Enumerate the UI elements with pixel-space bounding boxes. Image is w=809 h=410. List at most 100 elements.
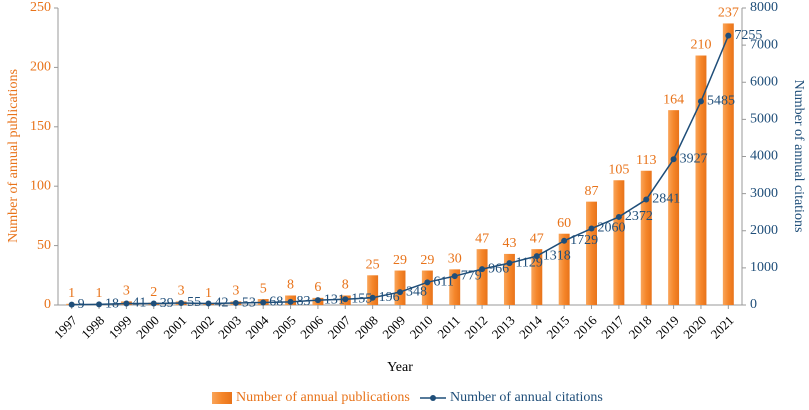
line-point bbox=[150, 300, 157, 307]
x-tick-label: 2005 bbox=[270, 313, 299, 342]
bar-label: 210 bbox=[690, 38, 711, 53]
bar-label: 29 bbox=[393, 253, 407, 268]
x-tick-label: 1997 bbox=[51, 312, 80, 341]
y-tick-label: 0 bbox=[44, 297, 51, 312]
point-label: 9 bbox=[78, 297, 85, 312]
bar-label: 5 bbox=[260, 281, 267, 296]
point-label: 7255 bbox=[734, 28, 762, 43]
bar-label: 105 bbox=[608, 162, 629, 177]
x-tick-label: 1999 bbox=[106, 313, 135, 342]
y2-tick-label: 0 bbox=[750, 297, 757, 312]
y2-tick-label: 1000 bbox=[750, 260, 778, 275]
bar-label: 87 bbox=[585, 184, 599, 199]
x-tick-label: 2008 bbox=[352, 313, 381, 342]
point-label: 611 bbox=[433, 275, 453, 290]
y-axis-label: Number of annual publications bbox=[6, 69, 21, 243]
point-label: 42 bbox=[214, 296, 228, 311]
legend-swatch bbox=[212, 392, 232, 404]
bar-label: 6 bbox=[314, 280, 321, 295]
bar-label: 1 bbox=[68, 286, 75, 301]
bar bbox=[558, 233, 570, 305]
bar-label: 30 bbox=[448, 252, 462, 267]
x-tick-label: 2017 bbox=[598, 312, 627, 341]
point-label: 41 bbox=[132, 296, 146, 311]
bar-label: 164 bbox=[663, 92, 684, 107]
y2-tick-label: 3000 bbox=[750, 186, 778, 201]
bar-label: 237 bbox=[718, 6, 739, 21]
x-tick-label: 2015 bbox=[543, 313, 572, 342]
bar-label: 47 bbox=[475, 231, 489, 246]
line-point bbox=[205, 300, 212, 307]
x-tick-label: 2003 bbox=[215, 313, 244, 342]
line-point bbox=[643, 196, 650, 203]
y2-tick-label: 5000 bbox=[750, 112, 778, 127]
point-label: 2841 bbox=[652, 192, 680, 207]
point-label: 779 bbox=[461, 268, 482, 283]
x-tick-label: 2020 bbox=[680, 313, 709, 342]
x-tick-label: 2019 bbox=[653, 313, 682, 342]
point-label: 1318 bbox=[543, 248, 571, 263]
point-label: 68 bbox=[269, 295, 283, 310]
line-point bbox=[506, 260, 513, 267]
line-point bbox=[697, 98, 704, 105]
bar-label: 2 bbox=[150, 285, 157, 300]
line-point bbox=[123, 300, 130, 307]
line-point bbox=[533, 253, 540, 260]
bar-label: 8 bbox=[287, 278, 294, 293]
bar bbox=[640, 170, 652, 305]
x-tick-label: 2011 bbox=[434, 313, 463, 342]
x-tick-label: 2007 bbox=[325, 312, 354, 341]
y-tick-label: 250 bbox=[30, 0, 51, 15]
line-point bbox=[68, 301, 75, 308]
bar bbox=[367, 275, 379, 305]
bar bbox=[449, 269, 461, 305]
bar bbox=[476, 249, 488, 305]
x-tick-label: 2006 bbox=[297, 312, 326, 341]
x-tick-label: 2001 bbox=[160, 313, 189, 342]
point-label: 83 bbox=[297, 294, 311, 309]
line-point bbox=[342, 296, 349, 303]
bar-label: 47 bbox=[530, 231, 544, 246]
y-tick-label: 200 bbox=[30, 60, 51, 75]
bar bbox=[394, 270, 406, 305]
bar-label: 1 bbox=[96, 286, 103, 301]
x-tick-label: 2018 bbox=[625, 313, 654, 342]
bar bbox=[613, 180, 625, 305]
point-label: 348 bbox=[406, 284, 427, 299]
x-axis-label: Year bbox=[387, 360, 413, 375]
point-label: 131 bbox=[324, 292, 345, 307]
bar-label: 113 bbox=[636, 153, 656, 168]
line-point bbox=[287, 298, 294, 305]
bar bbox=[503, 253, 515, 305]
point-label: 39 bbox=[160, 296, 174, 311]
line-point bbox=[260, 299, 267, 306]
point-label: 53 bbox=[242, 295, 256, 310]
y2-tick-label: 4000 bbox=[750, 149, 778, 164]
bar-label: 43 bbox=[502, 236, 516, 251]
legend-label: Number of annual citations bbox=[450, 390, 603, 405]
bar-label: 29 bbox=[420, 253, 434, 268]
point-label: 55 bbox=[187, 295, 201, 310]
x-tick-label: 2004 bbox=[242, 312, 271, 341]
point-label: 966 bbox=[488, 261, 509, 276]
line-point bbox=[561, 237, 568, 244]
point-label: 196 bbox=[379, 290, 400, 305]
x-tick-label: 2012 bbox=[461, 313, 490, 342]
y-tick-label: 150 bbox=[30, 119, 51, 134]
legend-swatch bbox=[430, 395, 436, 401]
line-point bbox=[178, 299, 185, 306]
bar-label: 8 bbox=[342, 278, 349, 293]
x-tick-label: 2021 bbox=[708, 313, 737, 342]
line-point bbox=[369, 294, 376, 301]
x-tick-label: 2002 bbox=[188, 313, 217, 342]
bar bbox=[695, 55, 707, 305]
x-tick-label: 2016 bbox=[571, 312, 600, 341]
line-point bbox=[670, 156, 677, 163]
x-tick-label: 2000 bbox=[133, 313, 162, 342]
bar-label: 25 bbox=[366, 258, 380, 273]
y2-tick-label: 6000 bbox=[750, 74, 778, 89]
line-point bbox=[397, 289, 403, 296]
point-label: 1729 bbox=[570, 233, 598, 248]
x-tick-label: 2013 bbox=[489, 313, 518, 342]
point-label: 1129 bbox=[515, 255, 542, 270]
